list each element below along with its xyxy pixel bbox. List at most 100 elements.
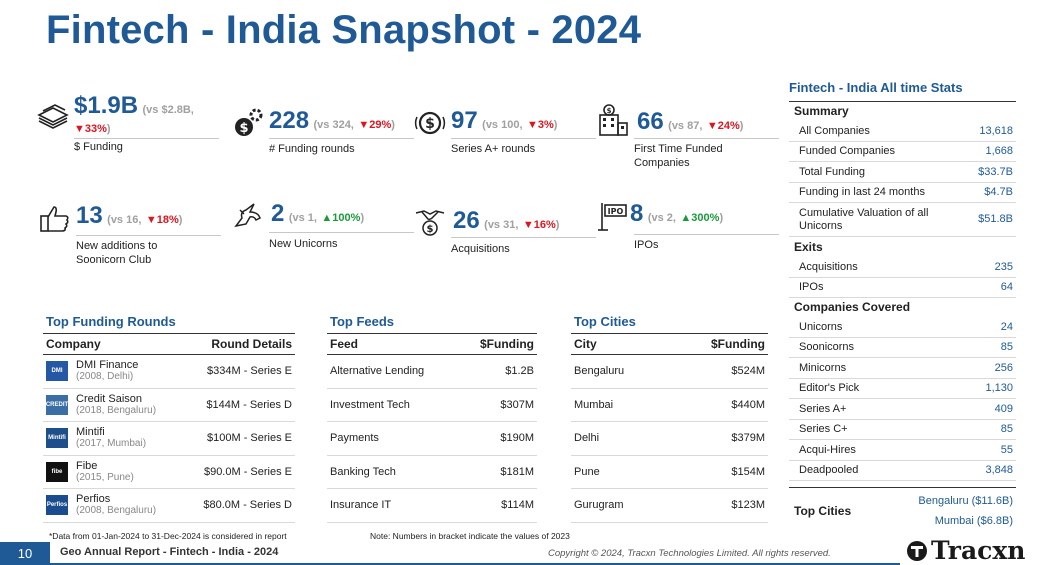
stat-row: Cumulative Valuation of all Unicorns $51.…: [789, 203, 1016, 237]
stat-value: $4.7B: [984, 186, 1013, 199]
svg-text:$: $: [239, 121, 248, 136]
kpi-funding: $1.9B (vs $2.8B, ▼33%) $ Funding: [37, 94, 219, 157]
kpi-acquisitions: $ 26 (vs 31, ▼16%) Acquisitions: [414, 205, 596, 255]
all-time-stats-panel: Fintech - India All time Stats Summary A…: [789, 80, 1016, 531]
header-company: Company: [46, 337, 101, 351]
company-name[interactable]: Perfios: [76, 493, 111, 506]
dollar-circle-icon: $: [414, 111, 446, 135]
row-label: Delhi: [574, 432, 600, 445]
kpi-divider: [451, 138, 596, 139]
svg-text:$: $: [607, 107, 612, 115]
data-range-note: *Data from 01-Jan-2024 to 31-Dec-2024 is…: [49, 531, 287, 541]
kpi-value: 13: [76, 202, 103, 229]
company-name[interactable]: Mintifi: [76, 426, 105, 439]
kpi-compare-close: ): [555, 219, 560, 231]
company-name[interactable]: Fibe: [76, 459, 98, 472]
kpi-compare: (vs 1,: [288, 212, 317, 224]
bracket-note: Note: Numbers in bracket indicate the va…: [370, 531, 570, 541]
company-meta: (2015, Pune): [76, 471, 134, 483]
stats-group-covered: Companies Covered: [794, 300, 911, 314]
footer: 10 Geo Annual Report - Fintech - India -…: [0, 536, 1041, 565]
stats-title: Fintech - India All time Stats: [789, 80, 1016, 102]
stat-value: $33.7B: [978, 165, 1013, 178]
table-row: Gurugram $123M: [571, 489, 768, 523]
kpi-compare-close: ): [553, 119, 558, 131]
stat-value: 256: [994, 361, 1013, 374]
stat-value: 64: [1000, 281, 1013, 294]
stat-label: Editor's Pick: [799, 382, 860, 395]
page-number: 10: [0, 542, 50, 565]
kpi-compare-close: ): [391, 119, 395, 131]
stat-label: Acquisitions: [799, 260, 858, 273]
company-name[interactable]: DMI Finance: [76, 359, 139, 372]
stat-value: 3,848: [985, 464, 1013, 477]
stat-label: All Companies: [799, 124, 870, 137]
table-row: Mumbai $440M: [571, 389, 768, 422]
company-text: Mintifi (2017, Mumbai): [76, 426, 146, 450]
table-row: CREDIT Credit Saison (2018, Bengaluru) $144…: [43, 389, 295, 422]
kpi-divider: [74, 138, 219, 139]
row-value: $440M: [731, 398, 765, 411]
top-cities-table: City $Funding Bengaluru $524M Mumbai $440M D…: [571, 333, 768, 523]
company-meta: (2008, Delhi): [76, 371, 134, 383]
row-label: Bengaluru: [574, 365, 625, 378]
top-cities-title: Top Cities: [574, 314, 636, 329]
company-name[interactable]: Credit Saison: [76, 392, 143, 405]
table-row: Insurance IT $114M: [327, 489, 537, 523]
kpi-label: New Unicorns: [269, 238, 338, 250]
kpi-change: ▼29%: [358, 119, 392, 131]
company-text: DMI Finance (2008, Delhi): [76, 359, 138, 383]
table-row: DMI DMI Finance (2008, Delhi) $334M - Serie…: [43, 355, 295, 389]
row-value: $307M: [500, 398, 534, 411]
table-row: Perfios Perfios (2008, Bengaluru) $80.0M - …: [43, 489, 295, 523]
company-cell: DMI DMI Finance (2008, Delhi): [46, 359, 138, 383]
kpi-label: $ Funding: [74, 141, 123, 153]
company-text: Fibe (2015, Pune): [76, 460, 134, 484]
company-logo: Mintifi: [46, 428, 68, 449]
stat-label: Unicorns: [799, 320, 843, 333]
header-round-details: Round Details: [211, 337, 292, 351]
kpi-divider: [634, 234, 779, 235]
stat-row: Series A+ 409: [789, 399, 1016, 420]
stat-label: Soonicorns: [799, 341, 855, 354]
stat-label: Total Funding: [799, 165, 866, 178]
round-details: $144M - Series D: [206, 398, 292, 411]
kpi-change: ▼3%: [526, 119, 554, 131]
kpi-compare: (vs 2,: [647, 212, 676, 224]
row-label: Alternative Lending: [330, 365, 425, 378]
stat-label: Funding in last 24 months: [799, 186, 925, 199]
table-row: fibe Fibe (2015, Pune) $90.0M - Series E: [43, 456, 295, 489]
header-funding: $Funding: [480, 337, 534, 351]
kpi-compare: (vs 16,: [107, 214, 142, 226]
money-stack-icon: [37, 104, 69, 129]
round-details: $80.0M - Series D: [203, 499, 292, 512]
table-row: Payments $190M: [327, 422, 537, 456]
row-value: $154M: [731, 465, 765, 478]
kpi-value: 228: [269, 107, 310, 134]
row-label: Payments: [330, 432, 379, 445]
table-header: Company Round Details: [43, 333, 295, 355]
company-meta: (2018, Bengaluru): [76, 404, 157, 416]
row-label: Mumbai: [574, 398, 614, 411]
stat-row: Acquisitions 235: [789, 257, 1016, 278]
stat-value: 55: [1000, 443, 1013, 456]
building-dollar-icon: $: [599, 104, 628, 136]
footer-strip: [50, 563, 900, 565]
stat-label: IPOs: [799, 281, 824, 294]
kpi-divider: [269, 232, 414, 233]
kpi-divider: [634, 138, 779, 139]
table-row: Alternative Lending $1.2B: [327, 355, 537, 389]
ipo-sign-icon: IPO: [598, 203, 627, 231]
stat-label: Acqui-Hires: [799, 443, 856, 456]
top-feeds-title: Top Feeds: [330, 314, 395, 329]
stat-value: 85: [1000, 341, 1013, 354]
tracxn-logo-icon: [907, 540, 927, 561]
kpi-value: 66: [637, 108, 664, 135]
company-text: Perfios (2008, Bengaluru): [76, 493, 156, 517]
stat-value: $51.8B: [978, 213, 1013, 225]
stat-value: 24: [1000, 320, 1013, 333]
round-details: $90.0M - Series E: [203, 465, 292, 478]
row-value: $114M: [501, 499, 534, 512]
kpi-unicorns: 2 (vs 1, ▲100%) New Unicorns: [232, 200, 414, 250]
kpi-label: IPOs: [634, 239, 659, 251]
